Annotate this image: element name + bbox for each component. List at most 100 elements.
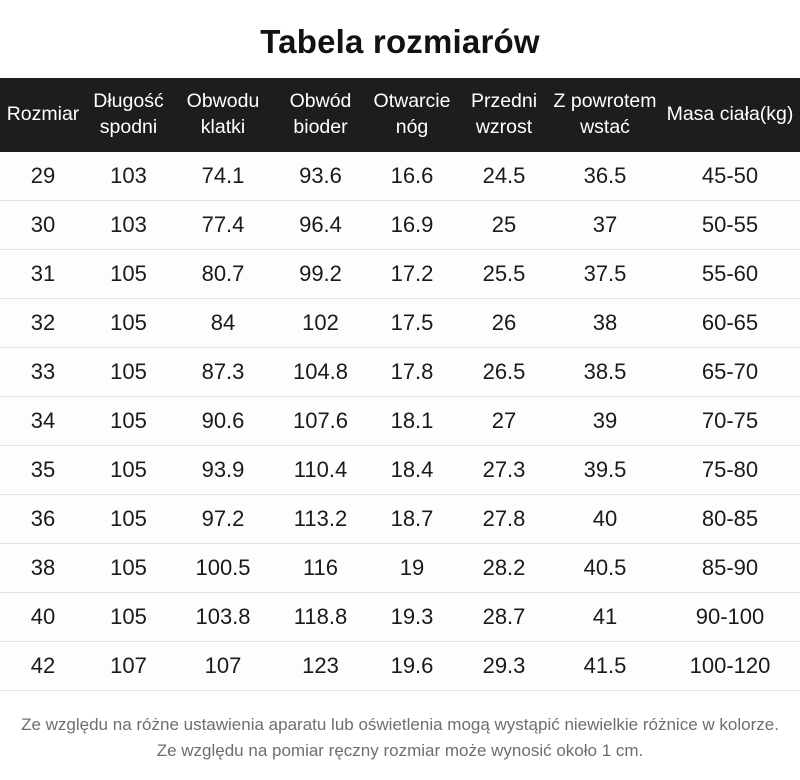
table-cell: 37.5: [550, 249, 660, 300]
table-cell: 40: [550, 494, 660, 545]
footer-note-line-1: Ze względu na różne ustawienia aparatu l…: [21, 715, 779, 735]
table-cell: 36: [0, 494, 86, 545]
table-cell: 31: [0, 249, 86, 300]
table-cell: 17.8: [366, 347, 458, 398]
table-cell: 40: [0, 592, 86, 643]
size-chart-table: Rozmiar Długość spodni Obwodu klatki Obw…: [0, 78, 800, 692]
row-divider-inset-left: [0, 201, 10, 250]
column-header-obwodu-klatki: Obwodu klatki: [171, 78, 275, 153]
column-header-masa-ciala: Masa ciała(kg): [660, 78, 800, 153]
table-cell: 50-55: [660, 200, 800, 251]
table-row: 34 105 90.6 107.6 18.1 27 39 70-75: [0, 396, 800, 447]
table-cell: 65-70: [660, 347, 800, 398]
table-cell: 55-60: [660, 249, 800, 300]
row-divider-inset-right: [790, 250, 800, 299]
table-cell: 38: [550, 298, 660, 349]
table-cell: 104.8: [275, 347, 366, 398]
table-cell: 27.8: [458, 494, 550, 545]
table-cell: 93.9: [171, 445, 275, 496]
table-cell: 107.6: [275, 396, 366, 447]
table-cell: 70-75: [660, 396, 800, 447]
table-cell: 29: [0, 152, 86, 202]
table-cell: 80.7: [171, 249, 275, 300]
table-row: 31 105 80.7 99.2 17.2 25.5 37.5 55-60: [0, 249, 800, 300]
table-cell: 105: [86, 396, 171, 447]
table-cell: 113.2: [275, 494, 366, 545]
table-row: 36 105 97.2 113.2 18.7 27.8 40 80-85: [0, 494, 800, 545]
table-cell: 17.5: [366, 298, 458, 349]
table-cell: 100-120: [660, 641, 800, 692]
table-cell: 30: [0, 200, 86, 251]
table-cell: 41: [550, 592, 660, 643]
table-cell: 35: [0, 445, 86, 496]
row-divider-inset-left: [0, 397, 10, 446]
table-header: Rozmiar Długość spodni Obwodu klatki Obw…: [0, 78, 800, 153]
table-body: 29 103 74.1 93.6 16.6 24.5 36.5 45-50 30 103 77.4 9…: [0, 152, 800, 692]
table-cell: 107: [171, 641, 275, 692]
row-divider-inset-left: [0, 495, 10, 544]
table-cell: 105: [86, 592, 171, 643]
column-header-otwarcie-nog: Otwarcie nóg: [366, 78, 458, 153]
table-cell: 96.4: [275, 200, 366, 251]
table-cell: 103: [86, 200, 171, 251]
row-divider-inset-left: [0, 152, 10, 201]
row-divider-inset-right: [790, 152, 800, 201]
row-divider-inset-right: [790, 642, 800, 691]
table-cell: 38: [0, 543, 86, 594]
table-cell: 100.5: [171, 543, 275, 594]
table-cell: 80-85: [660, 494, 800, 545]
table-cell: 25: [458, 200, 550, 251]
row-divider-inset-left: [0, 299, 10, 348]
row-divider-inset-left: [0, 642, 10, 691]
table-cell: 75-80: [660, 445, 800, 496]
table-cell: 16.6: [366, 152, 458, 202]
table-cell: 87.3: [171, 347, 275, 398]
table-cell: 45-50: [660, 152, 800, 202]
table-cell: 105: [86, 494, 171, 545]
row-divider-inset-left: [0, 250, 10, 299]
footer-note-line-2: Ze względu na pomiar ręczny rozmiar może…: [156, 740, 644, 760]
table-cell: 105: [86, 543, 171, 594]
table-cell: 16.9: [366, 200, 458, 251]
row-divider-inset-right: [790, 593, 800, 642]
table-cell: 103.8: [171, 592, 275, 643]
table-cell: 19: [366, 543, 458, 594]
table-cell: 37: [550, 200, 660, 251]
table-cell: 28.2: [458, 543, 550, 594]
table-row: 33 105 87.3 104.8 17.8 26.5 38.5 65-70: [0, 347, 800, 398]
table-row: 40 105 103.8 118.8 19.3 28.7 41 90-100: [0, 592, 800, 643]
table-cell: 33: [0, 347, 86, 398]
table-cell: 105: [86, 249, 171, 300]
row-divider-inset-right: [790, 348, 800, 397]
table-cell: 118.8: [275, 592, 366, 643]
table-cell: 18.1: [366, 396, 458, 447]
table-cell: 103: [86, 152, 171, 202]
table-cell: 32: [0, 298, 86, 349]
table-row: 42 107 107 123 19.6 29.3 41.5 100-120: [0, 641, 800, 692]
table-cell: 38.5: [550, 347, 660, 398]
table-cell: 42: [0, 641, 86, 692]
table-cell: 60-65: [660, 298, 800, 349]
row-divider-inset-left: [0, 544, 10, 593]
table-cell: 24.5: [458, 152, 550, 202]
table-cell: 116: [275, 543, 366, 594]
column-header-obwod-bioder: Obwód bioder: [275, 78, 366, 153]
table-cell: 74.1: [171, 152, 275, 202]
row-divider-inset-left: [0, 446, 10, 495]
table-cell: 26.5: [458, 347, 550, 398]
table-cell: 90-100: [660, 592, 800, 643]
table-cell: 123: [275, 641, 366, 692]
table-cell: 28.7: [458, 592, 550, 643]
table-cell: 107: [86, 641, 171, 692]
column-header-dlugosc-spodni: Długość spodni: [86, 78, 171, 153]
table-cell: 105: [86, 298, 171, 349]
table-cell: 27: [458, 396, 550, 447]
table-cell: 99.2: [275, 249, 366, 300]
row-divider-inset-left: [0, 593, 10, 642]
row-divider-inset-right: [790, 544, 800, 593]
table-cell: 19.6: [366, 641, 458, 692]
table-cell: 39.5: [550, 445, 660, 496]
table-cell: 93.6: [275, 152, 366, 202]
table-row: 38 105 100.5 116 19 28.2 40.5 85-90: [0, 543, 800, 594]
table-cell: 39: [550, 396, 660, 447]
